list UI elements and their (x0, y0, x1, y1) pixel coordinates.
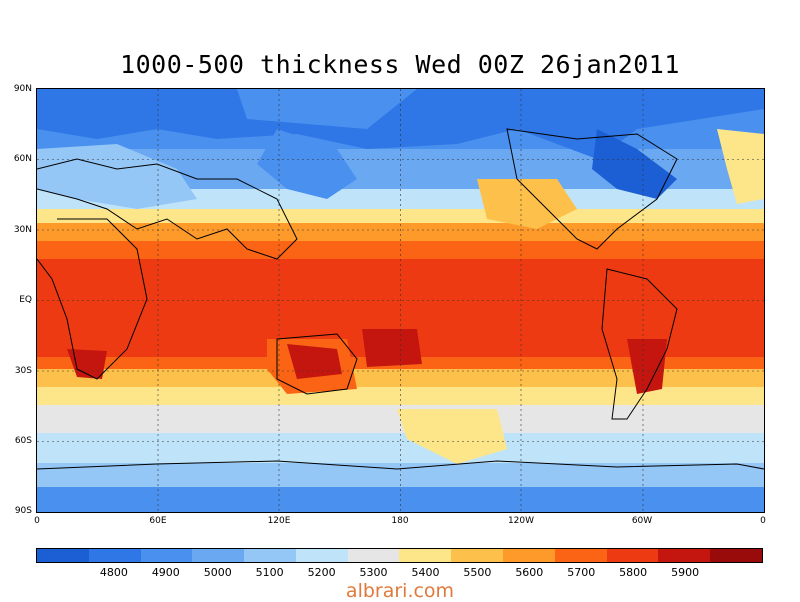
lon-label-0-west: 0 (34, 516, 40, 526)
north-america-coast (506, 128, 678, 250)
colorbar-cell (88, 549, 141, 562)
colorbar-cell (192, 549, 245, 562)
colorbar-label: 5300 (359, 566, 388, 579)
lat-label-90s: 90S (14, 506, 32, 516)
colorbar-cell (710, 549, 762, 562)
eurasia-coast (37, 158, 298, 260)
lon-label-180: 180 (391, 516, 409, 526)
graticule (37, 89, 764, 512)
lon-label-0-east: 0 (760, 516, 766, 526)
antarctica-coast (37, 460, 764, 470)
lat-label-30n: 30N (13, 225, 32, 235)
thickness-field (37, 89, 764, 512)
lon-label-120e: 120E (267, 516, 291, 526)
colorbar-cell (140, 549, 193, 562)
colorbar-label: 5500 (463, 566, 492, 579)
south-america-coast (601, 268, 678, 420)
atlantic-ridge (717, 129, 764, 204)
colorbar-label: 5800 (619, 566, 648, 579)
colorbar-label: 4900 (151, 566, 180, 579)
colorbar-label: 5200 (307, 566, 336, 579)
lon-label-60e: 60E (149, 516, 167, 526)
colorbar-label: 5400 (411, 566, 440, 579)
europe-region (37, 144, 197, 209)
lat-label-30s: 30S (14, 366, 32, 376)
lat-label-90n: 90N (13, 84, 32, 94)
colorbar-cell (244, 549, 296, 562)
colorbar-label: 4800 (99, 566, 128, 579)
colorbar-label: 5700 (567, 566, 596, 579)
colorbar-cell (503, 549, 555, 562)
south-africa-hot (67, 349, 107, 379)
colorbar-cell (554, 549, 607, 562)
south-america-hot (627, 339, 667, 394)
lat-label-eq: EQ (19, 295, 32, 305)
colorbar (36, 548, 763, 563)
colorbar-cell (295, 549, 348, 562)
lon-label-120w: 120W (507, 516, 535, 526)
north-warm-band (37, 223, 764, 241)
watermark: albrari.com (345, 580, 455, 602)
south-subtropic-band (37, 369, 764, 387)
colorbar-label: 5900 (671, 566, 700, 579)
pacific-ridge (477, 179, 577, 229)
colorbar-label: 5000 (203, 566, 232, 579)
africa-coast (37, 218, 148, 380)
south-pacific-ridge (397, 409, 507, 464)
cold-core-canada (592, 129, 677, 199)
southwest-pacific-hot (362, 329, 422, 367)
colorbar-label: 5600 (515, 566, 544, 579)
colorbar-cell (658, 549, 711, 562)
lon-label-60w: 60W (631, 516, 653, 526)
colorbar-cell (347, 549, 400, 562)
colorbar-cell (451, 549, 504, 562)
australia-hot-core (287, 344, 342, 379)
coastlines (37, 128, 764, 470)
cold-core-siberia (257, 129, 357, 199)
lat-label-60n: 60N (13, 154, 32, 164)
south-high-lat-band (37, 433, 764, 463)
map-title: 1000-500 thickness Wed 00Z 26jan2011 (120, 50, 680, 79)
colorbar-label: 5100 (255, 566, 284, 579)
australia-coast (276, 333, 358, 395)
colorbar-cell (37, 549, 89, 562)
colorbar-cell (399, 549, 452, 562)
colorbar-cell (606, 549, 659, 562)
thickness-map (36, 88, 765, 513)
lat-label-60s: 60S (14, 436, 32, 446)
